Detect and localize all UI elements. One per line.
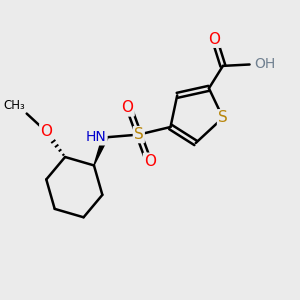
Text: O: O [208,32,220,47]
Text: O: O [122,100,134,116]
Text: CH₃: CH₃ [4,99,25,112]
Text: O: O [144,154,156,169]
Polygon shape [94,136,108,165]
Text: OH: OH [254,58,275,71]
Text: HN: HN [86,130,106,144]
Text: S: S [134,127,144,142]
Text: S: S [218,110,228,125]
Text: O: O [40,124,52,139]
